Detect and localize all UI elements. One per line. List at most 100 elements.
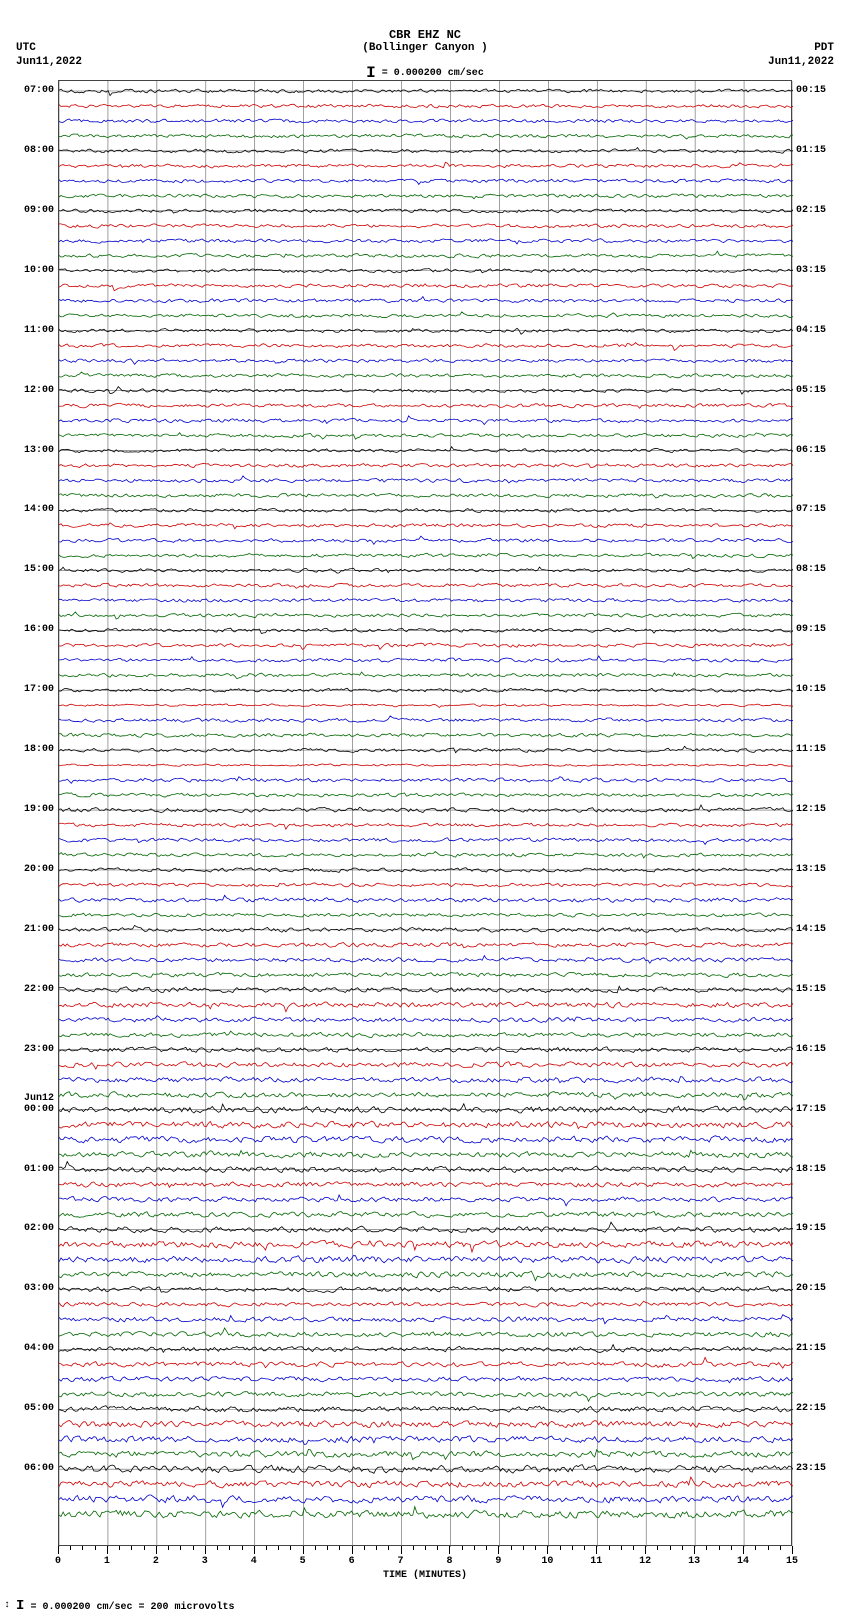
seismic-trace [59, 297, 793, 303]
seismic-trace [59, 343, 793, 351]
x-tick-label: 0 [55, 1556, 61, 1567]
seismic-trace [59, 162, 793, 168]
pdt-hour-label: 00:15 [796, 85, 826, 96]
seismic-trace [59, 764, 793, 766]
seismic-trace [59, 688, 793, 692]
x-tick-major [401, 1546, 402, 1554]
x-tick-major [449, 1546, 450, 1554]
seismic-trace [59, 1357, 793, 1368]
date-marker: Jun12 [24, 1093, 54, 1104]
x-tick-major [596, 1546, 597, 1554]
pdt-hour-label: 15:15 [796, 984, 826, 995]
x-tick-label: 6 [349, 1556, 355, 1567]
seismic-trace [59, 387, 793, 395]
utc-hour-label: 04:00 [24, 1343, 54, 1354]
x-tick-major [645, 1546, 646, 1554]
pdt-hour-label: 07:15 [796, 504, 826, 515]
seismic-trace [59, 1136, 793, 1143]
seismic-trace [59, 1104, 793, 1113]
seismic-trace [59, 1436, 793, 1445]
x-tick-label: 2 [153, 1556, 159, 1567]
seismic-trace [59, 746, 793, 752]
x-axis: TIME (MINUTES) 0123456789101112131415 [58, 1546, 792, 1586]
seismic-trace [59, 583, 793, 588]
pdt-hour-label: 04:15 [796, 325, 826, 336]
x-tick-major [58, 1546, 59, 1554]
seismic-trace [59, 239, 793, 244]
seismic-trace [59, 972, 793, 977]
x-tick-label: 11 [590, 1556, 602, 1567]
seismic-trace [59, 598, 793, 602]
x-tick-minor [780, 1546, 781, 1550]
x-tick-minor [572, 1546, 573, 1550]
utc-hour-label: 01:00 [24, 1164, 54, 1175]
seismic-trace [59, 508, 793, 512]
footer: ↕ I = 0.000200 cm/sec = 200 microvolts [0, 1586, 850, 1614]
pdt-hour-label: 03:15 [796, 265, 826, 276]
seismic-trace [59, 1286, 793, 1292]
x-tick-major [547, 1546, 548, 1554]
seismic-trace [59, 567, 793, 573]
x-tick-minor [339, 1546, 340, 1550]
seismic-trace [59, 447, 793, 453]
x-tick-minor [768, 1546, 769, 1550]
seismic-trace [59, 553, 793, 558]
x-tick-minor [229, 1546, 230, 1550]
utc-hour-label: 11:00 [24, 325, 54, 336]
seismic-trace [59, 523, 793, 529]
x-tick-label: 15 [786, 1556, 798, 1567]
seismic-trace [59, 672, 793, 679]
x-tick-minor [755, 1546, 756, 1550]
utc-hour-label: 20:00 [24, 864, 54, 875]
seismic-trace [59, 134, 793, 139]
pdt-hour-label: 05:15 [796, 385, 826, 396]
seismic-trace [59, 493, 793, 498]
seismic-trace [59, 359, 793, 365]
seismic-trace [59, 1271, 793, 1281]
seismic-trace [59, 733, 793, 737]
pdt-hour-label: 12:15 [796, 804, 826, 815]
seismic-trace [59, 852, 793, 859]
timezone-right: PDT [814, 42, 834, 54]
seismic-trace [59, 372, 793, 378]
utc-hour-label: 23:00 [24, 1044, 54, 1055]
seismic-trace [59, 1240, 793, 1252]
seismic-trace [59, 1450, 793, 1460]
x-tick-minor [242, 1546, 243, 1550]
seismic-trace [59, 643, 793, 649]
x-tick-minor [511, 1546, 512, 1550]
x-tick-minor [315, 1546, 316, 1550]
pdt-hour-label: 02:15 [796, 205, 826, 216]
utc-hour-label: 08:00 [24, 145, 54, 156]
x-tick-minor [560, 1546, 561, 1550]
x-tick-minor [731, 1546, 732, 1550]
utc-hour-label: 05:00 [24, 1403, 54, 1414]
x-tick-minor [609, 1546, 610, 1550]
seismic-trace [59, 1212, 793, 1218]
seismic-trace [59, 612, 793, 619]
seismic-trace [59, 1092, 793, 1101]
seismic-trace [59, 1507, 793, 1519]
x-tick-minor [706, 1546, 707, 1550]
x-tick-minor [474, 1546, 475, 1550]
seismic-trace [59, 1062, 793, 1069]
scale-indicator: I = 0.000200 cm/sec [0, 62, 850, 80]
seismic-trace [59, 209, 793, 213]
seismic-trace [59, 1195, 793, 1206]
utc-hour-label: 00:00 [24, 1104, 54, 1115]
seismic-trace [59, 1016, 793, 1023]
x-axis-title: TIME (MINUTES) [58, 1570, 792, 1581]
x-tick-label: 10 [541, 1556, 553, 1567]
x-tick-major [498, 1546, 499, 1554]
seismic-trace [59, 868, 793, 873]
x-tick-major [792, 1546, 793, 1554]
seismic-trace [59, 1222, 793, 1233]
seismic-trace [59, 925, 793, 932]
x-tick-label: 13 [688, 1556, 700, 1567]
seismic-trace [59, 805, 793, 813]
seismic-trace [59, 1406, 793, 1413]
x-tick-major [156, 1546, 157, 1554]
x-tick-minor [388, 1546, 389, 1550]
pdt-hour-label: 16:15 [796, 1044, 826, 1055]
utc-time-labels: 07:0008:0009:0010:0011:0012:0013:0014:00… [0, 80, 58, 1546]
